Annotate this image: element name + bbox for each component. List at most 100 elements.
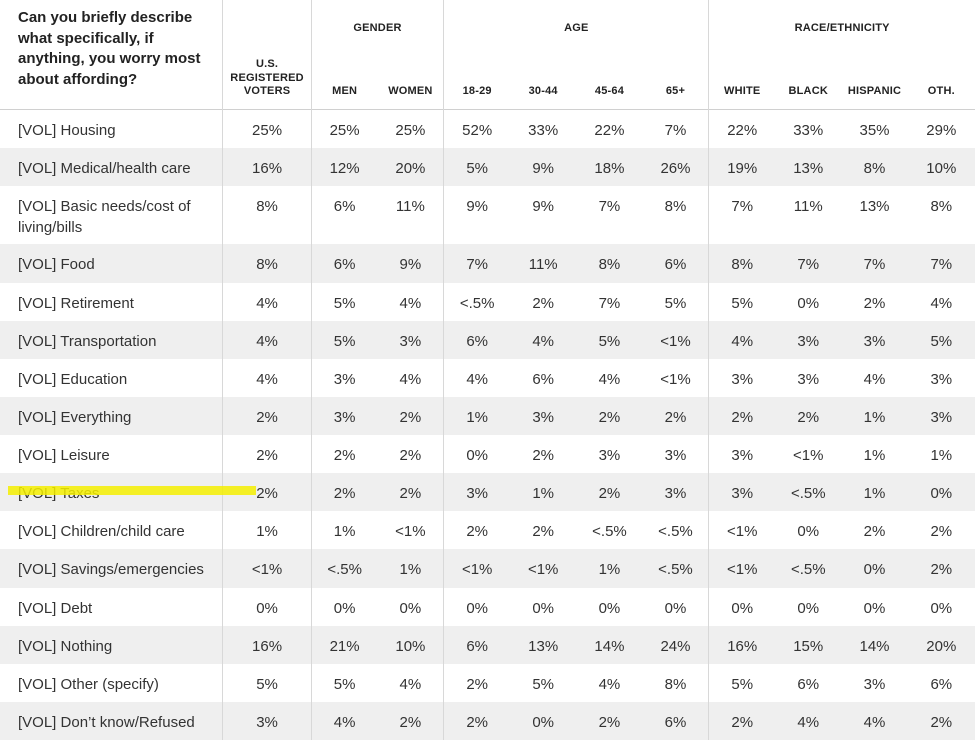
cell-value: 3% bbox=[222, 702, 312, 740]
cell-value: 7% bbox=[598, 295, 621, 312]
cell-value: 3% bbox=[598, 447, 621, 464]
cell-value: 2% bbox=[930, 714, 953, 731]
row-label: [VOL] Education bbox=[18, 371, 128, 388]
column-header-men: MEN bbox=[310, 57, 378, 109]
cell-value: 4% bbox=[222, 321, 312, 359]
table-row: [VOL] Education 4% 3% 4% 4% 6% 4% <1% 3% 3% 4% 3% bbox=[0, 359, 975, 397]
cell-value: 6% bbox=[797, 676, 820, 693]
question-header: Can you briefly describe what specifical… bbox=[18, 9, 201, 88]
cell-value: 6% bbox=[664, 256, 687, 273]
cell-value: 0% bbox=[863, 561, 886, 578]
cell-value: 8% bbox=[664, 198, 687, 215]
row-label: [VOL] Everything bbox=[18, 409, 132, 426]
column-header-other: OTH. bbox=[927, 85, 955, 97]
cell-value: 0% bbox=[222, 588, 312, 626]
cell-value: 11% bbox=[793, 198, 823, 215]
cell-value: 1% bbox=[598, 561, 621, 578]
cell-value: 0% bbox=[399, 600, 422, 617]
cell-value: 2% bbox=[532, 447, 555, 464]
cell-value: <1% bbox=[527, 561, 559, 578]
cell-value: 2% bbox=[797, 409, 820, 426]
cell-value: 4% bbox=[443, 359, 511, 397]
table-body: [VOL] Housing 25% 25% 25% 52% 33% 22% 7% 22% 33% 3… bbox=[0, 108, 975, 740]
cell-value: <1% bbox=[708, 511, 776, 549]
row-label: [VOL] Retirement bbox=[18, 295, 134, 312]
cell-value: 52% bbox=[443, 108, 511, 148]
row-label: [VOL] Savings/emergencies bbox=[18, 561, 204, 578]
cell-value: 33% bbox=[510, 108, 577, 148]
cell-value: 20% bbox=[395, 160, 426, 177]
cell-value: 4% bbox=[708, 321, 776, 359]
row-label: [VOL] Debt bbox=[18, 600, 93, 617]
cell-value: 2% bbox=[399, 714, 422, 731]
cell-value: 2% bbox=[930, 561, 953, 578]
cell-value: 0% bbox=[664, 600, 687, 617]
table-row: [VOL] Medical/health care 16% 12% 20% 5% 9% 18… bbox=[0, 148, 975, 186]
row-label: [VOL] Leisure bbox=[18, 447, 110, 464]
cell-value: 5% bbox=[708, 283, 776, 321]
cell-value: 8% bbox=[708, 244, 776, 283]
cell-value: 4% bbox=[598, 371, 621, 388]
column-header-white: WHITE bbox=[708, 57, 776, 109]
cell-value: 15% bbox=[793, 638, 824, 655]
table-row: [VOL] Debt 0% 0% 0% 0% 0% 0% 0% 0% 0% 0% 0% bbox=[0, 588, 975, 626]
row-label: [VOL] Basic needs/cost of living/bills bbox=[18, 198, 191, 236]
cell-value: 3% bbox=[399, 333, 422, 350]
cell-value: 2% bbox=[443, 664, 511, 702]
column-header-30-44: 30-44 bbox=[528, 85, 558, 97]
cell-value: 6% bbox=[930, 676, 953, 693]
cell-value: 5% bbox=[310, 321, 378, 359]
cell-value: 13% bbox=[528, 638, 559, 655]
cell-value: 4% bbox=[532, 333, 555, 350]
table-row: [VOL] Retirement 4% 5% 4% <.5% 2% 7% 5% 5% 0% 2% 4% bbox=[0, 283, 975, 321]
cell-value: 8% bbox=[222, 244, 312, 283]
cell-value: 16% bbox=[222, 148, 312, 186]
cell-value: 26% bbox=[660, 160, 691, 177]
cell-value: 0% bbox=[443, 435, 511, 473]
cell-value: <1% bbox=[660, 333, 691, 350]
cell-value: 2% bbox=[863, 523, 886, 540]
cell-value: 9% bbox=[532, 198, 555, 215]
cell-value: 3% bbox=[797, 371, 820, 388]
cell-value: 25% bbox=[377, 108, 444, 148]
cell-value: 2% bbox=[930, 523, 953, 540]
cell-value: <.5% bbox=[658, 561, 693, 578]
cell-value: <.5% bbox=[310, 549, 378, 588]
cell-value: 10% bbox=[926, 160, 957, 177]
cell-value: 14% bbox=[594, 638, 625, 655]
column-header-65-plus: 65+ bbox=[665, 85, 686, 97]
cell-value: 0% bbox=[797, 523, 820, 540]
cell-value: 4% bbox=[310, 702, 378, 740]
cell-value: 22% bbox=[576, 108, 643, 148]
cell-value: 5% bbox=[443, 148, 511, 186]
cell-value: <1% bbox=[395, 523, 426, 540]
cell-value: 5% bbox=[310, 283, 378, 321]
cell-value: 10% bbox=[395, 638, 426, 655]
table-row: [VOL] Housing 25% 25% 25% 52% 33% 22% 7% 22% 33% 3… bbox=[0, 108, 975, 148]
row-label: [VOL] Transportation bbox=[18, 333, 157, 350]
cell-value: 24% bbox=[660, 638, 691, 655]
cell-value: 2% bbox=[399, 485, 422, 502]
cell-value: 3% bbox=[708, 435, 776, 473]
cell-value: 2% bbox=[598, 485, 621, 502]
cell-value: 7% bbox=[598, 198, 621, 215]
cell-value: 6% bbox=[443, 321, 511, 359]
cell-value: 0% bbox=[797, 600, 820, 617]
cell-value: 9% bbox=[532, 160, 555, 177]
row-label: [VOL] Nothing bbox=[18, 638, 113, 655]
cell-value: 1% bbox=[532, 485, 555, 502]
column-header-hispanic: HISPANIC bbox=[847, 85, 902, 97]
cell-value: 25% bbox=[310, 108, 378, 148]
cell-value: <1% bbox=[660, 371, 691, 388]
cell-value: 0% bbox=[532, 600, 555, 617]
cell-value: 14% bbox=[859, 638, 890, 655]
highlight-marker bbox=[8, 486, 256, 495]
cell-value: 3% bbox=[664, 485, 687, 502]
table-row: [VOL] Leisure 2% 2% 2% 0% 2% 3% 3% 3% <1% 1% 1% bbox=[0, 435, 975, 473]
cell-value: 22% bbox=[708, 108, 776, 148]
cell-value: <.5% bbox=[658, 523, 693, 540]
cell-value: 3% bbox=[863, 333, 886, 350]
cell-value: 9% bbox=[443, 186, 511, 244]
cell-value: 1% bbox=[863, 409, 886, 426]
cell-value: 7% bbox=[797, 256, 820, 273]
